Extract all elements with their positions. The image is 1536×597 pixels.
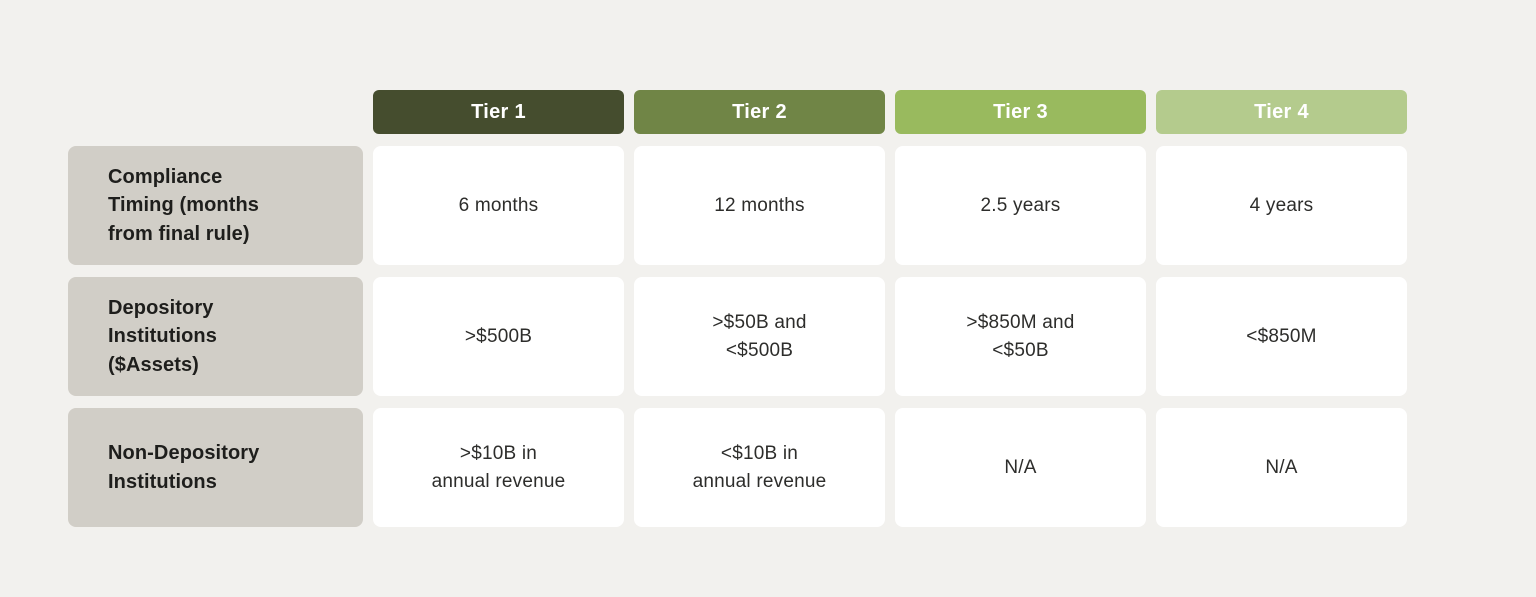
cell-compliance-timing-tier2: 12 months xyxy=(634,146,885,265)
tier-comparison-table: Tier 1 Tier 2 Tier 3 Tier 4 Compliance T… xyxy=(68,90,1407,527)
tier-2-header: Tier 2 xyxy=(634,90,885,134)
cell-depository-tier4: <$850M xyxy=(1156,277,1407,396)
cell-non-depository-tier4: N/A xyxy=(1156,408,1407,527)
cell-compliance-timing-tier4: 4 years xyxy=(1156,146,1407,265)
tier-4-header: Tier 4 xyxy=(1156,90,1407,134)
cell-depository-tier3: >$850M and <$50B xyxy=(895,277,1146,396)
cell-non-depository-tier3: N/A xyxy=(895,408,1146,527)
row-label-depository-institutions: Depository Institutions ($Assets) xyxy=(68,277,363,396)
cell-depository-tier2: >$50B and <$500B xyxy=(634,277,885,396)
cell-compliance-timing-tier1: 6 months xyxy=(373,146,624,265)
table-corner-spacer xyxy=(68,90,363,134)
cell-depository-tier1: >$500B xyxy=(373,277,624,396)
cell-compliance-timing-tier3: 2.5 years xyxy=(895,146,1146,265)
tier-3-header: Tier 3 xyxy=(895,90,1146,134)
cell-non-depository-tier2: <$10B in annual revenue xyxy=(634,408,885,527)
cell-non-depository-tier1: >$10B in annual revenue xyxy=(373,408,624,527)
row-label-compliance-timing: Compliance Timing (months from final rul… xyxy=(68,146,363,265)
tier-1-header: Tier 1 xyxy=(373,90,624,134)
row-label-non-depository-institutions: Non-Depository Institutions xyxy=(68,408,363,527)
